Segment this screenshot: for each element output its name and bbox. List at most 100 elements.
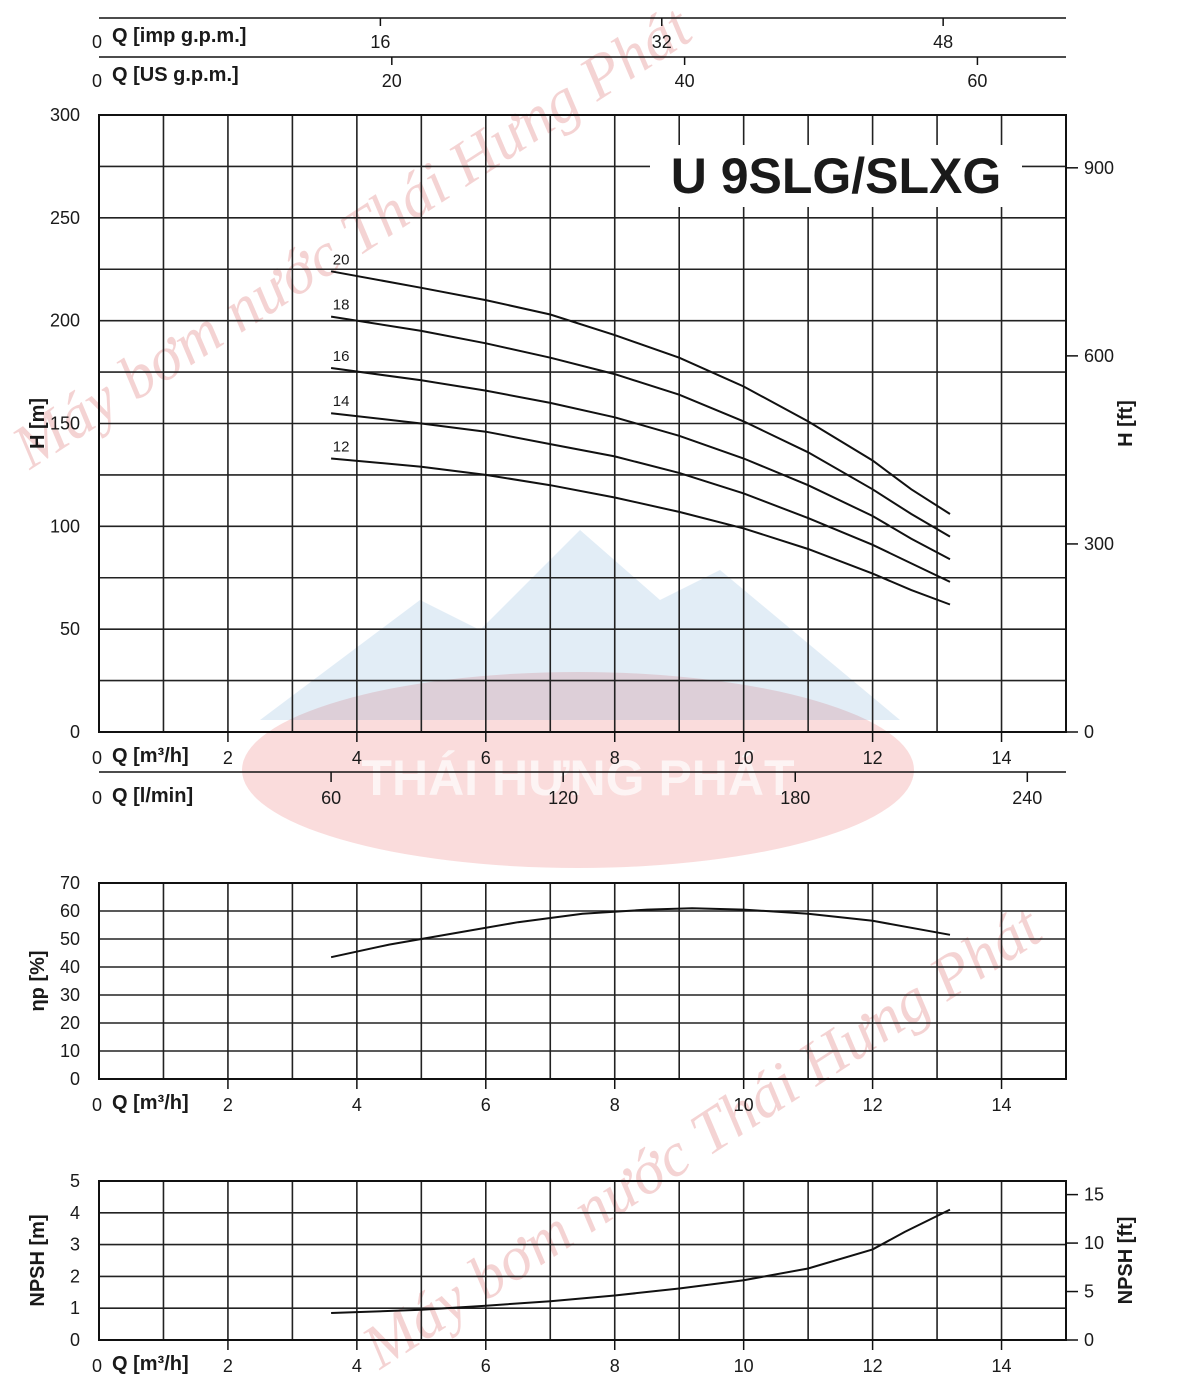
y-tick-label: 2 xyxy=(70,1266,80,1286)
x-tick-label: 12 xyxy=(863,1095,883,1115)
y-tick-label: 200 xyxy=(50,311,80,331)
y-tick-label: 5 xyxy=(70,1171,80,1191)
top-tick-label: 16 xyxy=(370,32,390,52)
y-tick-label: 0 xyxy=(70,1330,80,1350)
series-label: 20 xyxy=(333,251,350,268)
y-tick-label: 70 xyxy=(60,873,80,893)
y-tick-label: 4 xyxy=(70,1203,80,1223)
y-tick-label: 1 xyxy=(70,1298,80,1318)
axis-zero-label: 0 xyxy=(92,1356,102,1376)
y-tick-label: 40 xyxy=(60,957,80,977)
y-tick-label: 100 xyxy=(50,516,80,536)
x-tick-label: 10 xyxy=(734,748,754,768)
y-tick-label: 50 xyxy=(60,619,80,639)
top-tick-label: 40 xyxy=(675,71,695,91)
y-tick-label: 250 xyxy=(50,208,80,228)
watermark-logo-ellipse xyxy=(242,672,914,868)
x-tick-label: 8 xyxy=(610,748,620,768)
plot-frame xyxy=(98,1180,1067,1341)
x-tick-label: 10 xyxy=(734,1356,754,1376)
x-axis-label: Q [m³/h] xyxy=(112,1353,189,1375)
y-axis-label: ηp [%] xyxy=(27,950,49,1011)
y-right-tick-label: 10 xyxy=(1084,1233,1104,1253)
y-tick-label: 150 xyxy=(50,414,80,434)
x-tick-label: 120 xyxy=(548,788,578,808)
x-tick-label: 6 xyxy=(481,748,491,768)
plot-frame xyxy=(98,114,1067,733)
watermark-logo-mountain xyxy=(260,530,900,720)
y-axis-label: NPSH [m] xyxy=(27,1214,49,1306)
y-right-tick-label: 300 xyxy=(1084,534,1114,554)
x-axis-label: Q [m³/h] xyxy=(112,745,189,767)
watermark-logo-text: THÁI HƯNG PHÁT xyxy=(361,750,794,806)
series-curve xyxy=(330,270,951,515)
x-tick-label: 10 xyxy=(734,1095,754,1115)
x-tick-label: 4 xyxy=(352,1356,362,1376)
title-background xyxy=(650,145,1022,207)
axis-zero-label: 0 xyxy=(92,788,102,808)
series-curve xyxy=(330,412,951,583)
x-tick-label: 12 xyxy=(863,748,883,768)
x-axis-label: Q [US g.p.m.] xyxy=(112,64,239,86)
x-tick-label: 6 xyxy=(481,1095,491,1115)
watermark-text-1: Máy bơm nước Thái Hưng Phát xyxy=(0,0,704,482)
y-tick-label: 10 xyxy=(60,1041,80,1061)
top-tick-label: 20 xyxy=(382,71,402,91)
x-tick-label: 14 xyxy=(992,1356,1012,1376)
x-tick-label: 4 xyxy=(352,748,362,768)
y-tick-label: 300 xyxy=(50,105,80,125)
y-tick-label: 20 xyxy=(60,1013,80,1033)
x-axis-label: Q [m³/h] xyxy=(112,1092,189,1114)
series-curve xyxy=(331,1208,951,1314)
y-right-tick-label: 5 xyxy=(1084,1282,1094,1302)
axis-zero-label: 0 xyxy=(92,748,102,768)
x-tick-label: 240 xyxy=(1012,788,1042,808)
x-axis-label: Q [imp g.p.m.] xyxy=(112,25,246,47)
x-tick-label: 14 xyxy=(992,748,1012,768)
plot-frame xyxy=(98,882,1067,1080)
x-tick-label: 8 xyxy=(610,1356,620,1376)
x-tick-label: 6 xyxy=(481,1356,491,1376)
y-right-tick-label: 0 xyxy=(1084,722,1094,742)
x-axis-label: Q [l/min] xyxy=(112,785,193,807)
y-tick-label: 60 xyxy=(60,901,80,921)
series-curve xyxy=(330,315,951,538)
chart-title: U 9SLG/SLXG xyxy=(671,148,1002,204)
x-tick-label: 2 xyxy=(223,1095,233,1115)
series-label: 16 xyxy=(333,348,350,365)
y-right-tick-label: 900 xyxy=(1084,158,1114,178)
x-tick-label: 2 xyxy=(223,1356,233,1376)
series-label: 14 xyxy=(333,393,350,410)
y-axis-label: H [m] xyxy=(27,398,49,449)
watermark: THÁI HƯNG PHÁT Máy bơm nước Thái Hưng Ph… xyxy=(0,0,1054,1382)
y-tick-label: 0 xyxy=(70,1069,80,1089)
x-tick-label: 12 xyxy=(863,1356,883,1376)
top-tick-label: 48 xyxy=(933,32,953,52)
y-right-axis-label: H [ft] xyxy=(1115,400,1137,447)
x-tick-label: 8 xyxy=(610,1095,620,1115)
series-curve xyxy=(330,907,951,959)
y-right-tick-label: 600 xyxy=(1084,346,1114,366)
axis-zero-label: 0 xyxy=(92,32,102,52)
top-tick-label: 32 xyxy=(652,32,672,52)
x-tick-label: 4 xyxy=(352,1095,362,1115)
y-right-tick-label: 0 xyxy=(1084,1330,1094,1350)
y-tick-label: 50 xyxy=(60,929,80,949)
axis-zero-label: 0 xyxy=(92,1095,102,1115)
y-tick-label: 0 xyxy=(70,722,80,742)
axis-zero-label: 0 xyxy=(92,71,102,91)
y-tick-label: 30 xyxy=(60,985,80,1005)
x-tick-label: 180 xyxy=(780,788,810,808)
y-right-tick-label: 15 xyxy=(1084,1185,1104,1205)
x-tick-label: 60 xyxy=(321,788,341,808)
series-label: 12 xyxy=(333,438,350,455)
series-curve xyxy=(330,367,951,561)
x-tick-label: 2 xyxy=(223,748,233,768)
series-label: 18 xyxy=(333,297,350,314)
y-right-axis-label: NPSH [ft] xyxy=(1115,1217,1137,1305)
x-tick-label: 14 xyxy=(992,1095,1012,1115)
y-tick-label: 3 xyxy=(70,1235,80,1255)
series-curve xyxy=(331,457,951,606)
